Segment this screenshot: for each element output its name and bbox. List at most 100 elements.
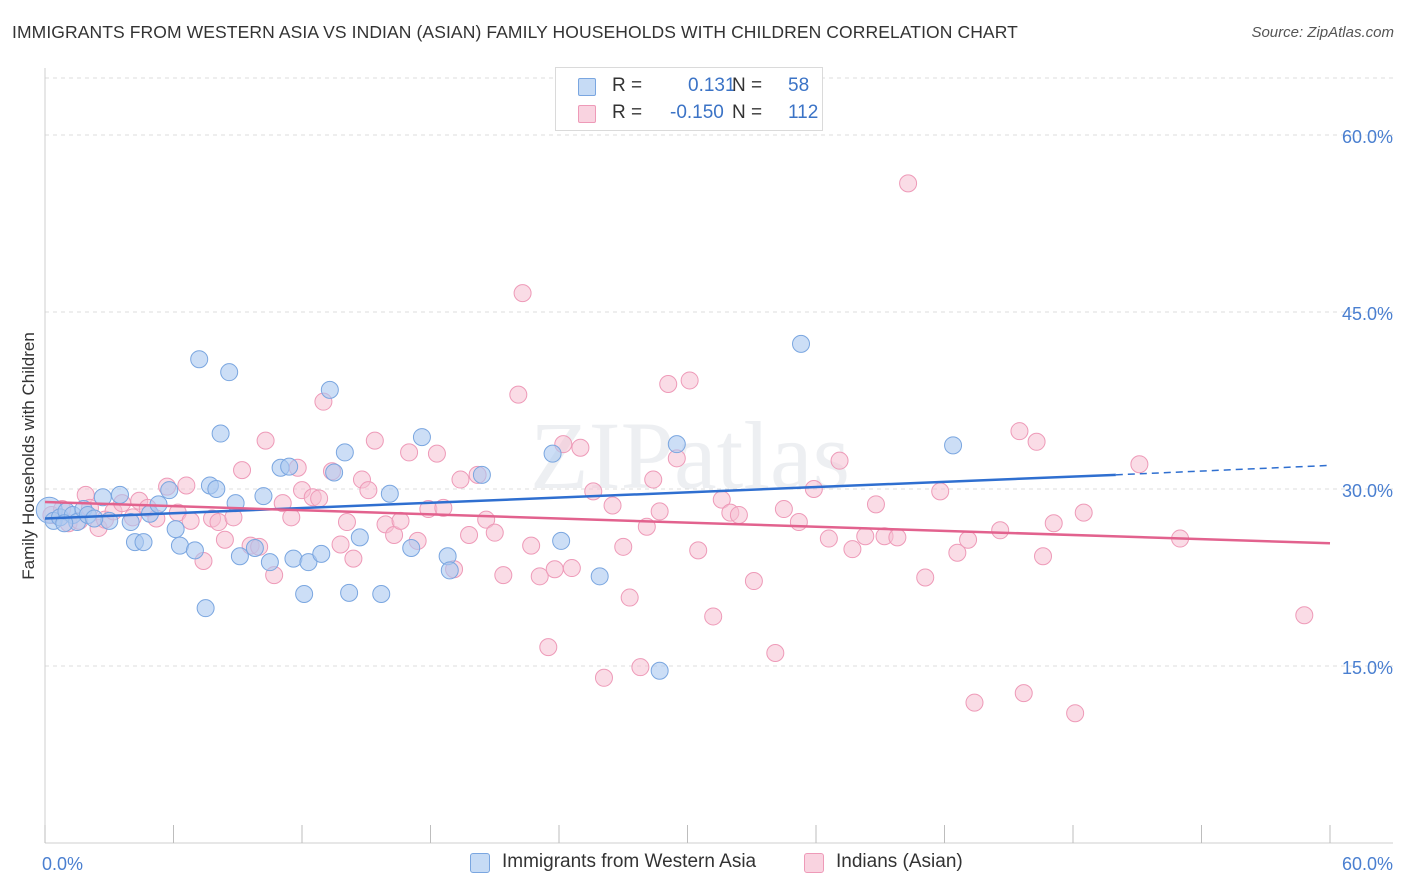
legend-r-label: R = <box>612 102 643 123</box>
data-point-western-asia <box>372 585 391 604</box>
data-point-indians <box>1010 422 1029 441</box>
data-point-indians <box>522 536 541 555</box>
data-point-indians <box>485 523 504 542</box>
data-point-western-asia <box>472 465 491 484</box>
data-point-indians <box>282 508 301 527</box>
data-point-indians <box>513 284 532 303</box>
data-point-indians <box>233 461 252 480</box>
data-point-indians <box>509 385 528 404</box>
data-point-indians <box>899 174 918 193</box>
series-label-indians: Indians (Asian) <box>836 851 963 872</box>
data-point-western-asia <box>299 553 318 572</box>
data-point-western-asia <box>230 547 249 566</box>
data-point-western-asia <box>590 567 609 586</box>
data-point-indians <box>644 470 663 489</box>
data-point-indians <box>830 451 849 470</box>
data-point-western-asia <box>170 536 189 555</box>
data-point-indians <box>177 476 196 495</box>
data-point-indians <box>451 470 470 489</box>
data-point-western-asia <box>280 457 299 476</box>
data-point-indians <box>310 489 329 508</box>
source-label: Source: ZipAtlas.com <box>1251 24 1394 41</box>
legend-n-value-blue: 58 <box>788 75 810 96</box>
data-point-indians <box>256 431 275 450</box>
data-point-indians <box>337 513 356 532</box>
data-point-indians <box>181 511 200 530</box>
data-point-indians <box>530 567 549 586</box>
data-point-western-asia <box>380 484 399 503</box>
data-point-indians <box>1027 432 1046 451</box>
data-point-indians <box>331 535 350 554</box>
data-point-western-asia <box>402 539 421 557</box>
data-point-western-asia <box>284 549 303 568</box>
data-point-western-asia <box>650 661 669 680</box>
legend-n-label: N = <box>732 75 763 96</box>
data-point-indians <box>965 693 984 712</box>
x-tick-label-min: 0.0% <box>42 854 83 874</box>
data-point-indians <box>689 541 708 560</box>
correlation-legend: R = 0.131 N = 58 R = -0.150 N = 112 <box>555 67 823 131</box>
data-point-western-asia <box>440 561 459 580</box>
data-point-indians <box>427 444 446 463</box>
y-axis-label: Family Households with Children <box>19 332 38 580</box>
data-point-western-asia <box>792 334 811 353</box>
data-point-indians <box>620 588 639 607</box>
data-point-indians <box>856 527 875 546</box>
legend-swatch-blue <box>578 78 596 96</box>
data-point-indians <box>650 502 669 521</box>
axes <box>44 68 1393 844</box>
data-point-indians <box>866 495 885 514</box>
trend-line-western-asia <box>44 473 1116 520</box>
data-point-indians <box>391 511 410 530</box>
legend-r-value-pink: -0.150 <box>670 102 724 123</box>
data-point-western-asia <box>340 583 359 602</box>
data-point-indians <box>603 496 622 515</box>
data-point-indians <box>680 371 699 390</box>
data-point-indians <box>209 513 228 532</box>
gridlines <box>45 77 1393 667</box>
data-point-indians <box>774 500 793 519</box>
trend-lines <box>44 464 1331 545</box>
data-point-indians <box>804 480 823 498</box>
data-point-western-asia <box>121 513 140 532</box>
data-point-indians <box>571 438 590 457</box>
data-point-indians <box>789 513 808 532</box>
data-point-indians <box>460 526 479 545</box>
series-swatch-pink <box>804 853 824 873</box>
data-point-indians <box>1295 606 1314 625</box>
data-point-western-asia <box>190 350 209 369</box>
trend-line-indians <box>44 500 1331 545</box>
legend-swatch-pink <box>578 105 596 123</box>
data-point-western-asia <box>245 539 264 557</box>
data-point-western-asia <box>325 463 344 482</box>
data-point-indians <box>1034 547 1053 566</box>
data-point-western-asia <box>944 436 963 455</box>
data-point-indians <box>1066 704 1085 723</box>
data-point-indians <box>359 481 378 500</box>
y-tick-label: 30.0% <box>1342 481 1393 501</box>
data-point-western-asia <box>196 599 215 618</box>
data-point-indians <box>215 530 234 549</box>
indians-points <box>42 174 1314 723</box>
data-point-indians <box>766 644 785 663</box>
series-label-western-asia: Immigrants from Western Asia <box>502 851 757 872</box>
data-point-western-asia <box>85 509 104 528</box>
data-point-western-asia <box>260 553 279 572</box>
data-point-indians <box>594 668 613 687</box>
tick-labels: 15.0% 30.0% 45.0% 60.0% 0.0% 60.0% <box>42 127 1393 874</box>
x-tick-label-max: 60.0% <box>1342 854 1393 874</box>
data-point-indians <box>659 374 678 393</box>
data-point-indians <box>729 505 748 524</box>
data-point-indians <box>704 607 723 626</box>
data-point-western-asia <box>312 544 331 563</box>
data-point-indians <box>614 537 633 556</box>
data-point-indians <box>744 572 763 591</box>
data-point-western-asia <box>350 528 369 547</box>
data-point-western-asia <box>667 435 686 454</box>
data-point-western-asia <box>160 481 179 500</box>
chart-title: IMMIGRANTS FROM WESTERN ASIA VS INDIAN (… <box>12 22 1018 42</box>
data-point-indians <box>843 540 862 559</box>
data-point-western-asia <box>254 487 273 506</box>
data-point-western-asia <box>335 443 354 462</box>
